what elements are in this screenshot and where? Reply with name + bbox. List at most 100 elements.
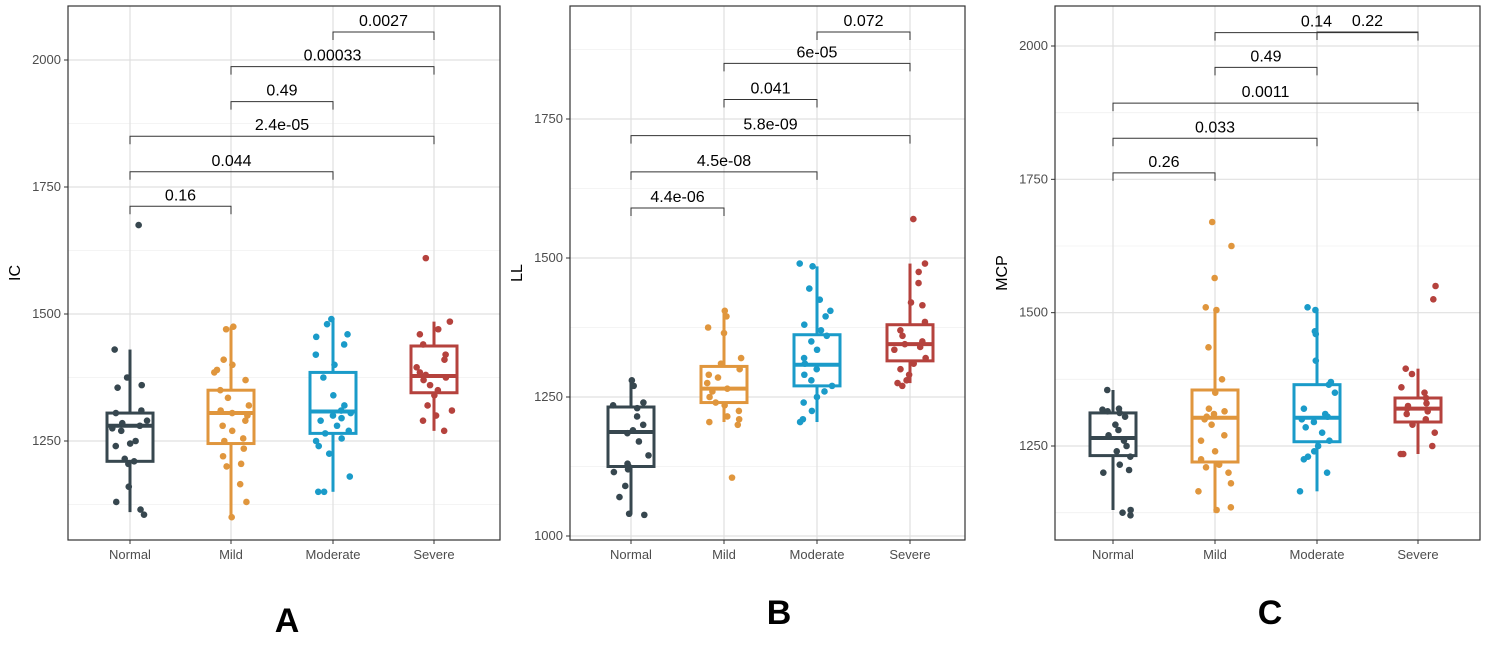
data-point xyxy=(1115,426,1122,434)
y-tick-label: 1750 xyxy=(1019,171,1048,186)
data-point xyxy=(137,506,144,513)
data-point xyxy=(641,511,648,519)
data-point xyxy=(640,399,647,406)
data-point xyxy=(1100,469,1107,476)
data-point xyxy=(126,440,134,447)
data-point xyxy=(813,346,821,354)
data-point xyxy=(1402,365,1410,372)
data-point xyxy=(806,285,813,292)
data-point xyxy=(1399,450,1407,458)
data-point xyxy=(345,427,353,435)
comparison-bracket xyxy=(1316,31,1419,40)
p-value-label: 0.072 xyxy=(843,13,883,30)
data-point xyxy=(1211,448,1219,455)
p-value-label: 0.26 xyxy=(1148,154,1179,171)
data-point xyxy=(1208,421,1215,428)
data-point xyxy=(609,402,617,409)
data-point xyxy=(1105,432,1112,439)
data-point xyxy=(220,356,227,364)
data-point xyxy=(426,381,434,389)
p-value-label: 2.4e-05 xyxy=(255,117,309,134)
box-normal xyxy=(1088,411,1138,458)
data-point xyxy=(228,427,236,435)
data-point xyxy=(901,340,909,348)
plot-border xyxy=(569,5,966,541)
data-point xyxy=(242,417,249,424)
data-point xyxy=(441,356,448,364)
data-point xyxy=(1123,442,1130,450)
data-point xyxy=(801,371,808,379)
data-point xyxy=(219,422,226,430)
data-point xyxy=(1120,437,1128,444)
data-point xyxy=(1121,413,1129,420)
data-point xyxy=(321,430,329,437)
data-point xyxy=(1296,488,1304,495)
data-point xyxy=(221,437,228,445)
data-point xyxy=(898,382,906,390)
data-point xyxy=(735,415,743,423)
p-value-label: 5.8e-09 xyxy=(743,117,797,134)
data-point xyxy=(736,365,743,373)
data-point xyxy=(1113,448,1121,455)
data-point xyxy=(915,279,922,287)
panel-letter: A xyxy=(275,602,300,640)
data-point xyxy=(1318,429,1326,436)
data-point xyxy=(1312,306,1319,314)
data-point xyxy=(112,498,120,506)
data-point xyxy=(1314,442,1322,450)
y-tick-label: 1500 xyxy=(32,306,61,321)
box-moderate xyxy=(792,333,842,388)
data-point xyxy=(822,313,829,320)
panel-c: 1250 1500 1750 2000 Normal Mild Moderate Severe… xyxy=(994,5,1481,632)
data-point xyxy=(136,422,144,430)
data-point xyxy=(446,318,454,325)
data-point xyxy=(1119,509,1126,516)
data-point xyxy=(229,361,236,369)
data-point xyxy=(827,307,834,315)
data-point xyxy=(1300,405,1308,412)
data-point xyxy=(808,377,815,384)
data-point xyxy=(1428,442,1436,450)
data-point xyxy=(721,307,729,315)
comparison-bracket xyxy=(1112,102,1419,112)
data-point xyxy=(243,498,250,506)
p-value-label: 0.033 xyxy=(1195,119,1235,136)
data-point xyxy=(1202,304,1210,311)
data-point xyxy=(338,414,345,422)
comparison-bracket xyxy=(630,135,911,144)
data-point xyxy=(919,338,926,345)
data-point xyxy=(314,488,322,496)
x-tick-label: Severe xyxy=(1397,547,1438,562)
data-point xyxy=(1408,370,1416,378)
plot-border xyxy=(67,5,501,541)
data-point xyxy=(1116,461,1124,468)
data-point xyxy=(228,513,235,521)
y-tick-label: 1250 xyxy=(1019,438,1048,453)
data-point xyxy=(717,360,725,367)
data-point xyxy=(143,417,151,424)
data-point xyxy=(230,323,237,331)
y-axis-title: IC xyxy=(7,265,24,281)
data-point xyxy=(721,402,728,409)
y-axis-title: MCP xyxy=(994,255,1011,291)
data-point xyxy=(919,301,926,309)
data-point xyxy=(1403,405,1411,412)
data-point xyxy=(320,374,327,381)
data-point xyxy=(905,371,913,379)
data-point xyxy=(442,374,450,381)
comparison-bracket xyxy=(723,62,911,72)
data-point xyxy=(800,399,807,406)
data-point xyxy=(1103,386,1111,394)
data-point xyxy=(112,409,120,417)
data-point xyxy=(1302,424,1309,431)
data-point xyxy=(416,331,424,338)
data-point xyxy=(1201,416,1208,423)
data-point xyxy=(1104,408,1111,415)
panel-letter: B xyxy=(767,594,792,632)
data-point xyxy=(132,437,139,445)
data-point xyxy=(1432,282,1439,290)
data-point xyxy=(1127,506,1134,514)
x-tick-label: Moderate xyxy=(790,547,845,562)
data-point xyxy=(1227,504,1235,511)
